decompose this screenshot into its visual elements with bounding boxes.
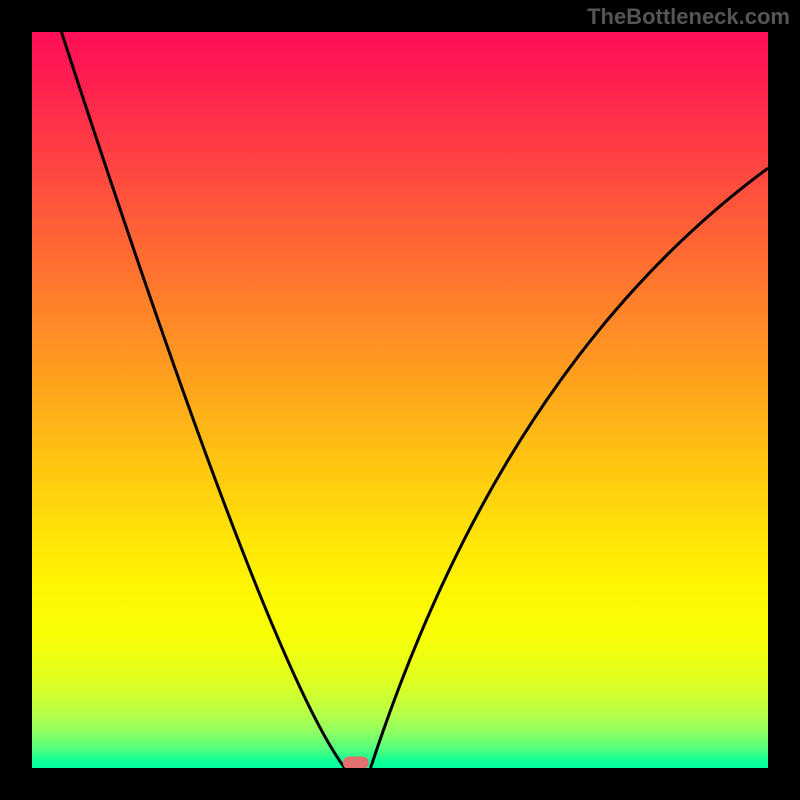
gradient-background [32, 32, 768, 768]
plot-area [32, 32, 768, 768]
watermark-text: TheBottleneck.com [587, 4, 790, 30]
